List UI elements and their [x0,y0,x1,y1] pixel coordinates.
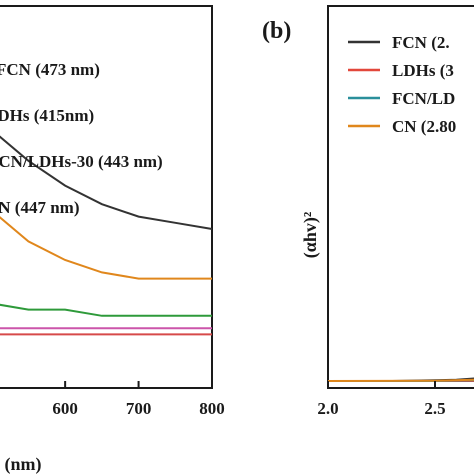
panel-a-frame [0,5,213,389]
panel-a-series-cn-3 [0,216,212,280]
panel-a-series-fcn-0 [0,135,213,230]
panel-a-xtick-label-0: 600 [52,399,78,418]
legend-label-ldhs: LDHs (415nm) [0,106,94,125]
panel-b-ticks: 2.0 2.5 [317,381,446,418]
panel-b-xtick-label-1: 2.5 [424,399,445,418]
legend-label-ldhs-b: LDHs (3 [392,61,454,80]
panel-b-ylabel: (αhv)² [300,212,321,258]
panel-a: 600 700 800 FCN (473 nm) LDHs (415nm) FCN/… [0,5,225,474]
panel-a-xlabel: h (nm) [0,454,42,474]
legend-label-fcn: FCN (473 nm) [0,60,100,79]
panel-a-ticks: 600 700 800 [52,381,225,418]
panel-b-label: (b) [262,18,291,44]
panel-a-xtick-label-2: 800 [199,399,225,418]
panel-b-xtick-label-0: 2.0 [317,399,338,418]
legend-label-fcn-ldhs-30: FCN/LDHs-30 (443 nm) [0,152,163,171]
legend-label-fcn-ldhs-b: FCN/LD [392,89,455,108]
panel-b: (b) (αhv)² 2.0 2.5 FCN (2. LDHs (3 FCN/LD… [262,5,474,418]
panel-b-series-cn-3 [327,378,474,382]
legend-label-fcn-b: FCN (2. [392,33,450,52]
panel-b-frame [327,5,474,389]
panel-b-curves [327,377,474,382]
panel-b-series-fcn-0 [328,377,474,382]
legend-label-cn-b: CN (2.80 [392,117,456,136]
panel-a-series-fcn-ldhs-30-2 [0,303,212,317]
panel-a-xtick-label-1: 700 [126,399,152,418]
panel-a-curves [0,135,213,336]
panel-a-legend: FCN (473 nm) LDHs (415nm) FCN/LDHs-30 (4… [0,60,163,217]
panel-b-legend: FCN (2. LDHs (3 FCN/LD CN (2.80 [348,33,456,136]
legend-label-cn: CN (447 nm) [0,198,80,217]
